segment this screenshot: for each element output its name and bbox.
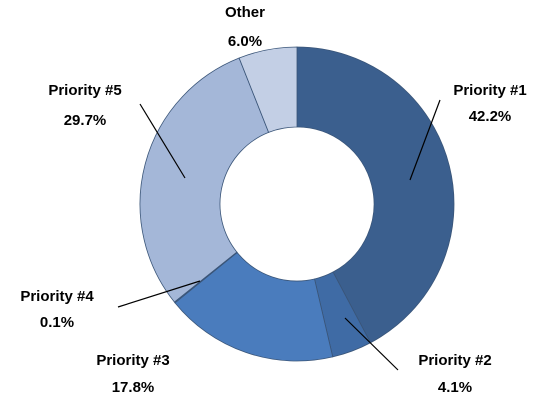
segment-value-label: 0.1% bbox=[40, 314, 74, 331]
leader-line bbox=[344, 317, 399, 371]
segment-value-label: 17.8% bbox=[112, 379, 155, 396]
segment-label: Priority #2 bbox=[418, 352, 491, 369]
leader-line bbox=[117, 280, 201, 308]
segment-value-label: 29.7% bbox=[64, 112, 107, 129]
segment-label: Priority #4 bbox=[20, 288, 94, 305]
segment-label: Other bbox=[225, 4, 265, 21]
donut-segment bbox=[296, 46, 455, 344]
segment-value-label: 6.0% bbox=[228, 33, 262, 50]
donut-segment bbox=[174, 251, 334, 362]
segment-label: Priority #3 bbox=[96, 352, 169, 369]
donut-segment bbox=[139, 57, 270, 303]
segment-value-label: 42.2% bbox=[469, 108, 512, 125]
leader-line bbox=[139, 103, 186, 179]
leader-line bbox=[409, 99, 441, 181]
segment-value-label: 4.1% bbox=[438, 379, 472, 396]
donut-segment bbox=[238, 46, 298, 133]
segment-label: Priority #5 bbox=[48, 82, 121, 99]
segment-label: Priority #1 bbox=[453, 82, 526, 99]
